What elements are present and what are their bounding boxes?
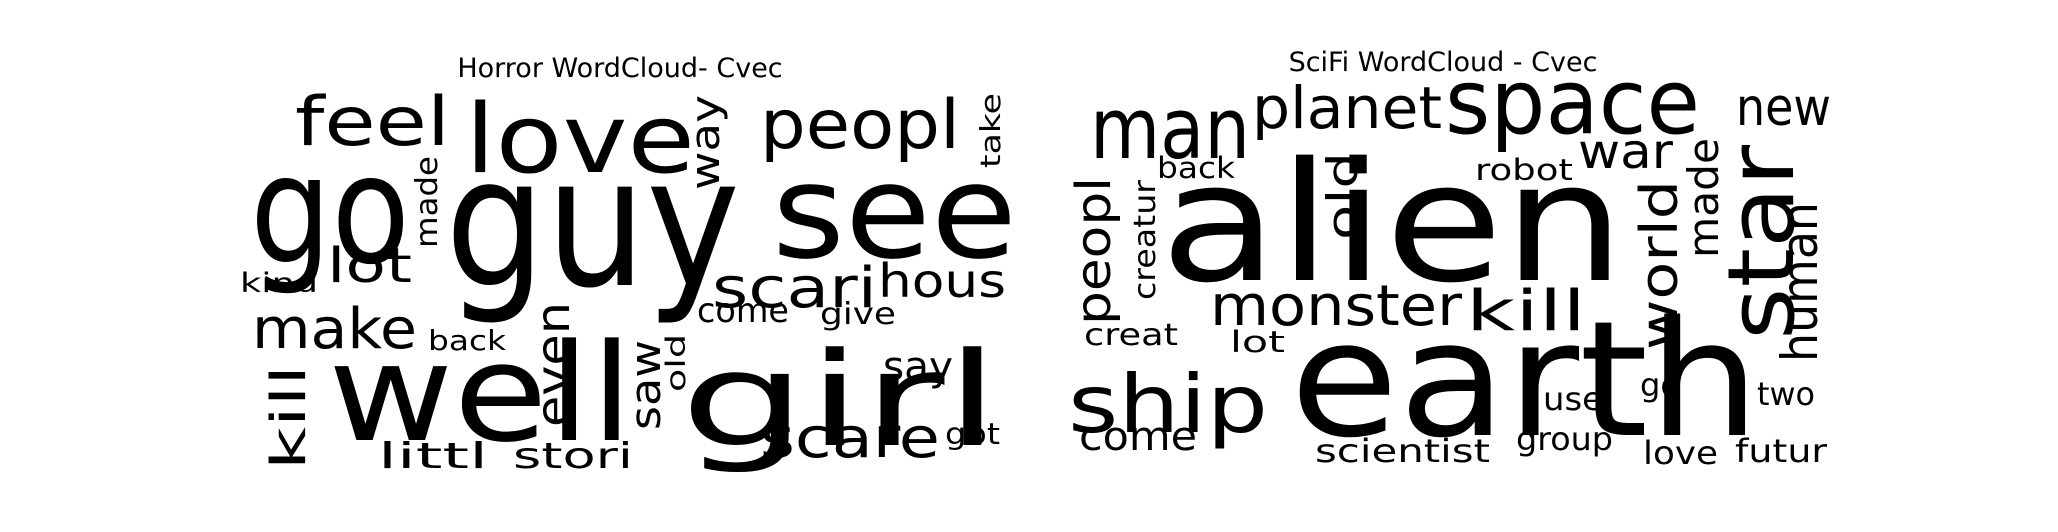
word-even: even bbox=[526, 302, 580, 427]
word-see: see bbox=[772, 136, 1017, 288]
word-go: go bbox=[250, 124, 410, 298]
word-man: man bbox=[1090, 80, 1250, 179]
word-kill: kill bbox=[1466, 279, 1586, 344]
word-lot: lot bbox=[327, 238, 412, 294]
word-littl: littl bbox=[378, 436, 488, 477]
word-hous: hous bbox=[878, 254, 1006, 308]
word-creatur: creatur bbox=[1128, 179, 1163, 300]
word-monster: monster bbox=[1210, 274, 1463, 339]
word-guy: guy bbox=[445, 119, 740, 328]
word-earth: earth bbox=[1290, 286, 1760, 473]
word-way: way bbox=[683, 95, 729, 190]
word-world: world bbox=[1630, 180, 1690, 350]
word-space: space bbox=[1445, 50, 1700, 155]
word-robot: robot bbox=[1475, 153, 1573, 187]
word-peopl: peopl bbox=[760, 86, 960, 165]
word-new: new bbox=[1736, 78, 1831, 138]
word-love: love bbox=[465, 85, 695, 195]
word-old: old bbox=[661, 334, 692, 392]
word-planet: planet bbox=[1252, 74, 1442, 142]
word-girl: girl bbox=[680, 324, 1000, 476]
word-make: make bbox=[252, 297, 417, 362]
word-star: star bbox=[1708, 145, 1815, 340]
word-got: got bbox=[945, 417, 1000, 451]
word-peopl: peopl bbox=[1066, 177, 1122, 325]
word-come: come bbox=[1079, 414, 1197, 460]
word-futur: futur bbox=[1735, 432, 1828, 470]
word-well: well bbox=[328, 315, 633, 472]
word-lot: lot bbox=[1230, 325, 1285, 359]
word-kill: kill bbox=[261, 365, 317, 470]
word-human: human bbox=[1771, 202, 1829, 362]
word-alien: alien bbox=[1160, 127, 1625, 319]
scifi-panel-title: SciFi WordCloud - Cvec bbox=[1288, 47, 1598, 78]
word-two: two bbox=[1757, 375, 1815, 413]
word-feel: feel bbox=[295, 83, 450, 162]
word-ship: ship bbox=[1068, 358, 1268, 451]
word-take: take bbox=[974, 93, 1007, 168]
word-come: come bbox=[697, 291, 789, 331]
word-made: made bbox=[1679, 138, 1728, 258]
word-creat: creat bbox=[1084, 318, 1178, 353]
word-kind: kind bbox=[240, 268, 318, 299]
word-stori: stori bbox=[513, 436, 633, 477]
word-scare: scare bbox=[760, 406, 940, 471]
word-back: back bbox=[1157, 151, 1235, 185]
word-scari: scari bbox=[712, 256, 877, 321]
word-made: made bbox=[410, 156, 445, 248]
word-scientist: scientist bbox=[1315, 432, 1490, 470]
word-use: use bbox=[1543, 380, 1603, 418]
word-back: back bbox=[428, 324, 507, 357]
word-go: go bbox=[1640, 366, 1680, 404]
word-say: say bbox=[883, 344, 953, 390]
word-love: love bbox=[1643, 434, 1718, 472]
horror-panel-title: Horror WordCloud- Cvec bbox=[457, 53, 783, 84]
word-war: war bbox=[1578, 124, 1673, 180]
word-give: give bbox=[820, 297, 896, 332]
word-group: group bbox=[1516, 420, 1613, 458]
word-saw: saw bbox=[621, 340, 670, 430]
word-old: old bbox=[1318, 152, 1367, 240]
